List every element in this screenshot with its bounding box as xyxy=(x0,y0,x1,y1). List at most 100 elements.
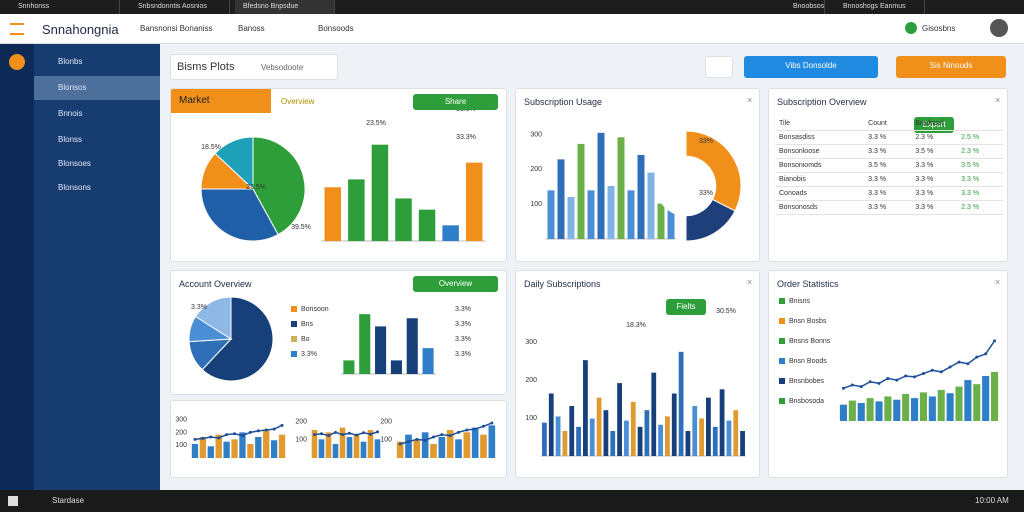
bar xyxy=(740,431,745,456)
bar xyxy=(839,404,847,421)
panel: Bnisns Bnsn Bosbs Bnsns Bonns Bnsn Boods Bns… xyxy=(768,270,1008,478)
logo[interactable] xyxy=(9,54,25,70)
y-tick-label: 100 xyxy=(530,201,542,208)
line-point xyxy=(225,433,229,437)
bar xyxy=(371,144,389,241)
bar xyxy=(359,314,371,374)
value-text: 3.3% xyxy=(455,306,471,313)
bar xyxy=(488,425,496,458)
menu-icon[interactable] xyxy=(10,23,24,35)
tab[interactable]: Market xyxy=(171,89,271,113)
bar xyxy=(671,393,677,456)
bar xyxy=(589,418,595,456)
bar xyxy=(324,187,342,241)
legend-swatch xyxy=(291,321,297,327)
cell: 3.5 % xyxy=(957,158,1003,173)
nav-item[interactable]: Blonss xyxy=(58,135,83,144)
close[interactable]: × xyxy=(995,95,1001,105)
cell: 3.3 % xyxy=(864,200,912,215)
table-row: Bianobis 3.3 % 3.3 % 3.3 % xyxy=(775,172,1003,187)
legend-label: Bnsn Boods xyxy=(789,358,827,365)
close[interactable]: × xyxy=(747,95,753,105)
bar xyxy=(239,432,246,458)
cell: 3.3 % xyxy=(911,200,958,215)
y-tick-label: 100 xyxy=(380,437,392,444)
panel-canvas: 100 200 300 33% 33% xyxy=(530,130,742,242)
taskbar: Stardase 10:00 AM xyxy=(0,490,1024,512)
nav-item[interactable]: Blonsons xyxy=(58,183,91,192)
bar xyxy=(348,179,365,241)
cell: 3.3 % xyxy=(864,186,912,201)
y-tick-label: 300 xyxy=(530,131,542,138)
app-title: Snnahongnia xyxy=(42,22,119,37)
pie-slice xyxy=(214,136,254,191)
avatar[interactable] xyxy=(990,19,1008,37)
tab[interactable]: Bnnoshogs Eanmus xyxy=(835,0,925,14)
bar xyxy=(919,392,927,421)
cell: 2.3 % xyxy=(957,200,1003,215)
button[interactable]: Fielts xyxy=(666,299,706,315)
user-name[interactable]: Gisosbns xyxy=(922,24,956,33)
toolbar-title-box: Bisms Plots Vebsodoote xyxy=(170,54,338,80)
cell: 2.3 % xyxy=(911,130,958,145)
legend-swatch xyxy=(779,358,785,364)
line-point xyxy=(473,427,477,431)
tab[interactable]: Snbsndonntis Aosnios xyxy=(130,0,230,14)
bar xyxy=(346,437,353,458)
line xyxy=(843,340,996,389)
button[interactable]: Sis Ninouds xyxy=(896,56,1006,78)
bar xyxy=(937,389,945,421)
line-point xyxy=(313,433,316,437)
button[interactable]: Vibs Donsolde xyxy=(744,56,878,78)
close[interactable]: × xyxy=(747,277,753,287)
tab[interactable]: Bnoobsos xyxy=(785,0,825,14)
bar xyxy=(318,439,325,458)
nav-item[interactable]: Bnnois xyxy=(58,109,83,118)
bar xyxy=(647,172,655,239)
line-point xyxy=(984,352,988,356)
line-point xyxy=(895,378,899,382)
tab[interactable]: Bfedsno Bnpsdue xyxy=(235,0,335,14)
select[interactable]: Vebsodoote xyxy=(261,63,304,72)
bar xyxy=(332,444,339,458)
bar xyxy=(875,401,883,421)
nav-item[interactable]: Blonbs xyxy=(58,57,83,66)
bar xyxy=(255,437,262,458)
menu-item[interactable]: Bonsoods xyxy=(318,24,354,33)
search[interactable]: Stardase xyxy=(52,496,85,505)
table-row: Bonsonloose 3.3 % 3.5 % 2.3 % xyxy=(775,144,1003,159)
bar xyxy=(576,426,581,456)
start[interactable] xyxy=(8,496,18,506)
bar xyxy=(982,376,990,421)
menu-item[interactable]: Banoss xyxy=(238,24,265,33)
bar xyxy=(270,440,278,458)
menu-item[interactable]: Bansnonsi Bonaniss xyxy=(140,24,213,33)
bar xyxy=(637,154,645,239)
cell: Bianobis xyxy=(775,172,865,187)
legend-label: Bnsns Bonns xyxy=(789,338,831,345)
legend-swatch xyxy=(291,351,297,357)
table-row: Bonsoniomds 3.5 % 3.3 % 3.5 % xyxy=(775,158,1003,173)
icon-rail xyxy=(0,44,34,490)
cell: 3.3 % xyxy=(864,144,912,159)
line-point xyxy=(465,428,469,432)
line-point xyxy=(327,434,330,438)
bar xyxy=(627,190,635,239)
button[interactable]: Share xyxy=(413,94,498,110)
bar xyxy=(446,430,454,458)
y-tick-label: 200 xyxy=(175,429,187,436)
nav-item[interactable]: Blonsos xyxy=(34,76,160,100)
close[interactable]: × xyxy=(995,277,1001,287)
tab[interactable]: Snnhonss xyxy=(10,0,120,14)
bar xyxy=(199,437,207,458)
pie-label: 39.5% xyxy=(291,224,311,231)
legend-swatch xyxy=(779,298,785,304)
icon-button[interactable] xyxy=(705,56,733,78)
line-point xyxy=(248,430,252,434)
line-point xyxy=(240,434,244,438)
nav-item[interactable]: Blonsoes xyxy=(58,159,91,168)
bar xyxy=(325,432,332,458)
pie-slice xyxy=(252,136,306,236)
button[interactable]: Overview xyxy=(413,276,498,292)
bar xyxy=(685,431,691,456)
